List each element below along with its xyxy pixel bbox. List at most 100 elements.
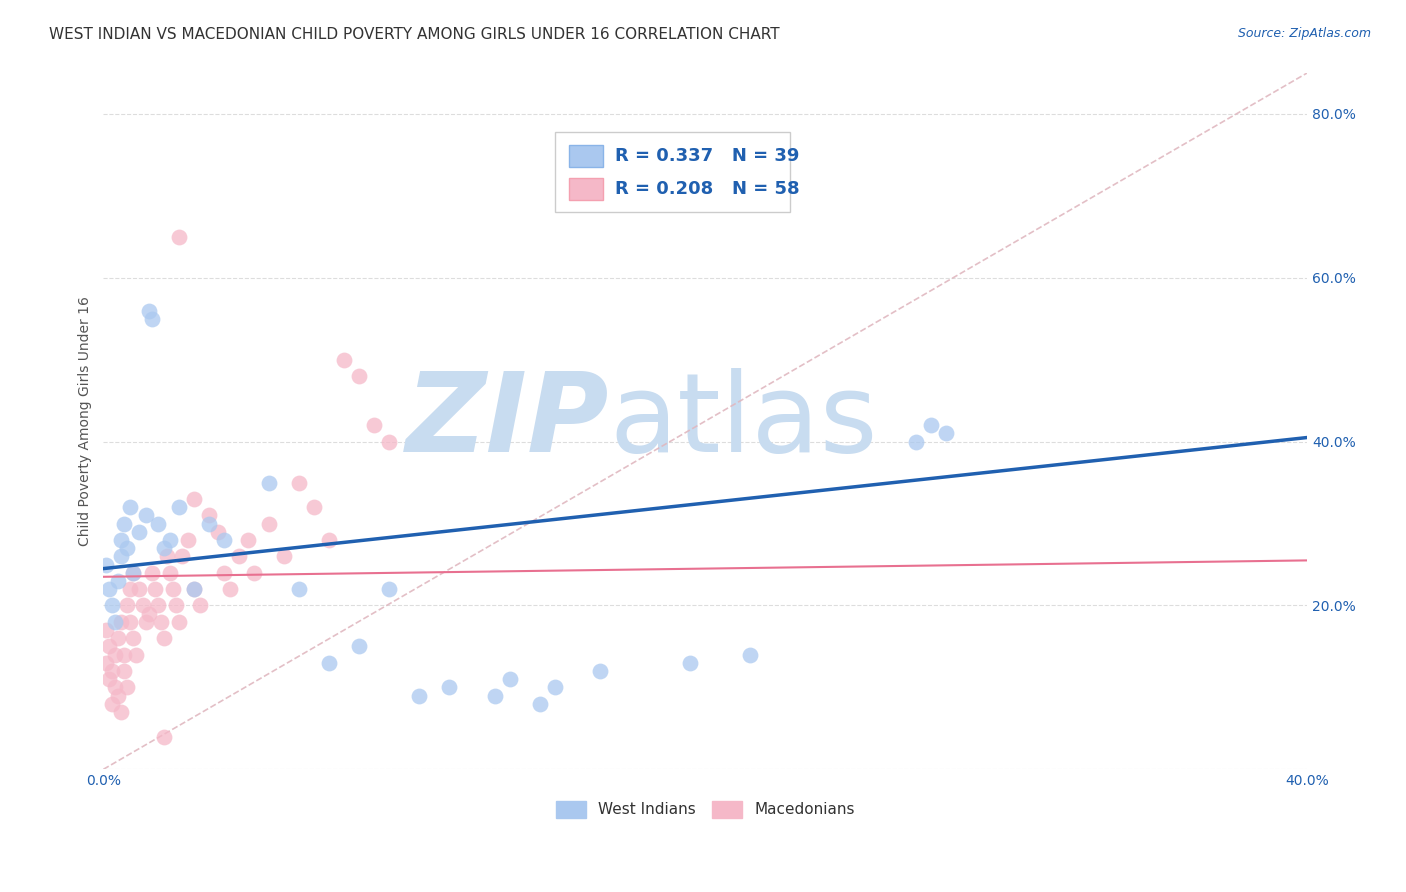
Point [152,730,174,744]
Text: ZIP: ZIP [405,368,609,475]
Text: R = 0.337   N = 39: R = 0.337 N = 39 [614,147,800,165]
Point [498,672,520,686]
Point [589,664,612,678]
Text: atlas: atlas [609,368,877,475]
Text: WEST INDIAN VS MACEDONIAN CHILD POVERTY AMONG GIRLS UNDER 16 CORRELATION CHART: WEST INDIAN VS MACEDONIAN CHILD POVERTY … [49,27,780,42]
Point [107,632,129,646]
Point [529,697,551,711]
Point [155,549,177,564]
Point [159,533,181,547]
Point [197,516,219,531]
Point [149,615,172,629]
Point [117,681,139,695]
Point [484,689,506,703]
Point [152,541,174,555]
Point [679,656,702,670]
Point [114,664,136,678]
Point [236,533,259,547]
Point [120,582,142,596]
Point [218,582,240,596]
FancyBboxPatch shape [569,145,603,167]
Point [98,582,121,596]
Point [318,656,340,670]
Point [128,524,150,539]
Point [96,623,118,637]
Point [408,689,430,703]
Point [120,500,142,515]
Point [146,516,169,531]
Point [257,475,280,490]
Point [125,648,148,662]
Point [101,697,124,711]
Point [110,549,132,564]
Point [273,549,295,564]
Point [167,500,190,515]
Point [544,681,567,695]
Point [104,615,127,629]
FancyBboxPatch shape [555,132,790,212]
Point [207,524,229,539]
Point [141,566,163,580]
Point [347,369,370,384]
Point [131,599,153,613]
Point [167,229,190,244]
Point [110,705,132,719]
Text: R = 0.208   N = 58: R = 0.208 N = 58 [614,180,800,198]
Point [101,664,124,678]
Point [439,681,461,695]
Point [288,582,311,596]
Point [167,615,190,629]
Point [107,574,129,588]
Legend: West Indians, Macedonians: West Indians, Macedonians [550,795,860,824]
Point [146,599,169,613]
Point [110,533,132,547]
Point [378,582,401,596]
Point [101,599,124,613]
Point [128,582,150,596]
Point [141,311,163,326]
Point [104,681,127,695]
Point [935,426,957,441]
Point [333,352,356,367]
Point [98,640,121,654]
Point [138,607,160,621]
Point [920,418,942,433]
Point [152,632,174,646]
Point [378,434,401,449]
Point [212,566,235,580]
Point [98,672,121,686]
Point [107,689,129,703]
Point [122,566,145,580]
Point [347,640,370,654]
Point [228,549,250,564]
Point [188,599,211,613]
FancyBboxPatch shape [569,178,603,201]
Point [176,533,198,547]
Point [170,549,193,564]
Y-axis label: Child Poverty Among Girls Under 16: Child Poverty Among Girls Under 16 [79,296,93,546]
Point [257,516,280,531]
Point [134,615,156,629]
Point [318,533,340,547]
Point [183,582,205,596]
Point [138,303,160,318]
Point [117,541,139,555]
Point [363,418,385,433]
Point [120,615,142,629]
Point [162,582,184,596]
Point [143,582,166,596]
Point [165,599,187,613]
Point [122,566,145,580]
Point [117,599,139,613]
Point [904,434,927,449]
Point [183,582,205,596]
Point [96,558,118,572]
Point [183,491,205,506]
Text: Source: ZipAtlas.com: Source: ZipAtlas.com [1237,27,1371,40]
Point [134,508,156,523]
Point [114,648,136,662]
Point [197,508,219,523]
Point [740,648,762,662]
Point [114,516,136,531]
Point [122,632,145,646]
